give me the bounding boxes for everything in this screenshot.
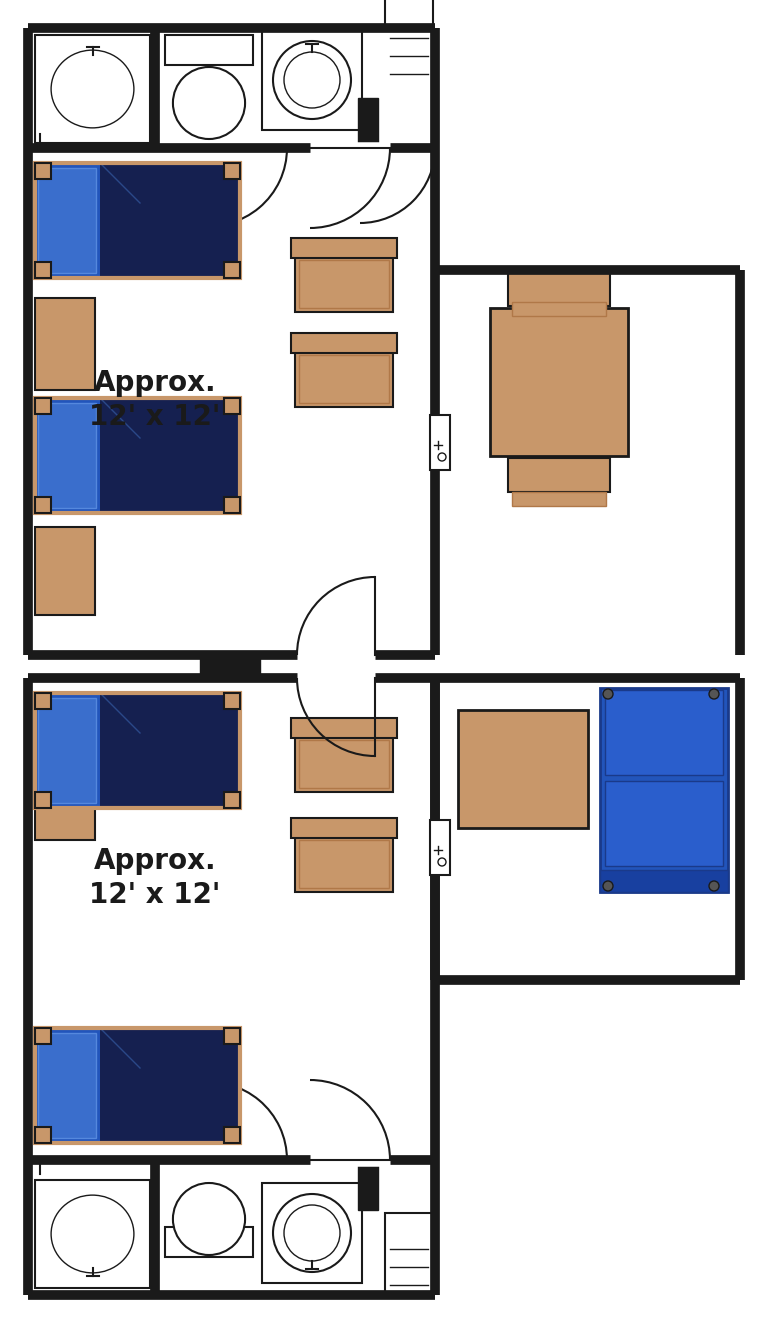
- Bar: [291, 238, 397, 258]
- Bar: [224, 398, 240, 414]
- Bar: [35, 750, 95, 840]
- Bar: [262, 1183, 362, 1283]
- Bar: [35, 163, 240, 278]
- Bar: [35, 1127, 51, 1143]
- Bar: [224, 1127, 240, 1143]
- Bar: [100, 398, 240, 513]
- Circle shape: [709, 881, 719, 890]
- Bar: [35, 163, 240, 278]
- Bar: [35, 1028, 240, 1143]
- Bar: [224, 693, 240, 709]
- Bar: [35, 1028, 51, 1044]
- Bar: [35, 693, 240, 808]
- Bar: [35, 298, 95, 390]
- Bar: [605, 691, 723, 775]
- Bar: [600, 871, 728, 892]
- Ellipse shape: [173, 1183, 245, 1256]
- Bar: [35, 398, 100, 513]
- Text: Approx.
12' x 12': Approx. 12' x 12': [89, 847, 220, 909]
- Bar: [291, 718, 397, 738]
- Bar: [38, 404, 96, 508]
- Bar: [35, 1028, 240, 1143]
- Bar: [299, 740, 389, 789]
- Bar: [512, 302, 606, 316]
- Bar: [299, 840, 389, 888]
- Bar: [35, 1032, 95, 1121]
- Bar: [38, 1033, 96, 1138]
- Bar: [35, 527, 95, 615]
- Bar: [385, 1213, 433, 1293]
- Bar: [430, 820, 450, 875]
- Circle shape: [284, 1205, 340, 1261]
- Bar: [35, 34, 150, 143]
- Bar: [295, 239, 393, 312]
- Bar: [224, 262, 240, 278]
- Bar: [35, 1180, 150, 1289]
- Ellipse shape: [273, 41, 351, 119]
- Ellipse shape: [51, 50, 134, 128]
- Bar: [358, 98, 378, 148]
- Bar: [224, 163, 240, 179]
- Circle shape: [709, 689, 719, 699]
- Bar: [262, 30, 362, 130]
- Bar: [508, 458, 610, 492]
- Bar: [458, 710, 588, 828]
- Bar: [38, 699, 96, 803]
- Bar: [28, 28, 435, 655]
- Text: Approx.
12' x 12': Approx. 12' x 12': [89, 369, 220, 431]
- Bar: [38, 168, 96, 273]
- Bar: [224, 792, 240, 808]
- Bar: [35, 693, 51, 709]
- Ellipse shape: [273, 1193, 351, 1271]
- Bar: [299, 261, 389, 308]
- Bar: [200, 655, 260, 677]
- Bar: [100, 1028, 240, 1143]
- Bar: [358, 1160, 378, 1211]
- Bar: [35, 163, 100, 278]
- Bar: [605, 781, 723, 867]
- Bar: [291, 333, 397, 353]
- Bar: [600, 688, 728, 892]
- Bar: [35, 262, 51, 278]
- Circle shape: [603, 881, 613, 890]
- Bar: [291, 818, 397, 837]
- Bar: [435, 677, 740, 980]
- Bar: [508, 273, 610, 306]
- Bar: [512, 492, 606, 505]
- Bar: [35, 497, 51, 513]
- Bar: [385, 0, 433, 30]
- Bar: [224, 1028, 240, 1044]
- Bar: [299, 355, 389, 404]
- Bar: [165, 34, 253, 65]
- Circle shape: [603, 689, 613, 699]
- Bar: [100, 163, 240, 278]
- Bar: [35, 693, 100, 808]
- Bar: [28, 677, 435, 1295]
- Bar: [430, 415, 450, 470]
- Bar: [295, 820, 393, 892]
- Bar: [35, 398, 240, 513]
- Bar: [295, 335, 393, 407]
- Ellipse shape: [173, 67, 245, 139]
- Bar: [100, 693, 240, 808]
- Bar: [165, 1226, 253, 1257]
- Bar: [35, 398, 240, 513]
- Bar: [35, 792, 51, 808]
- Bar: [295, 720, 393, 792]
- Bar: [35, 1028, 100, 1143]
- Bar: [435, 270, 740, 655]
- Bar: [490, 308, 628, 456]
- Ellipse shape: [51, 1195, 134, 1273]
- Bar: [35, 693, 240, 808]
- Bar: [35, 398, 51, 414]
- Bar: [35, 163, 51, 179]
- Bar: [224, 497, 240, 513]
- Circle shape: [284, 52, 340, 108]
